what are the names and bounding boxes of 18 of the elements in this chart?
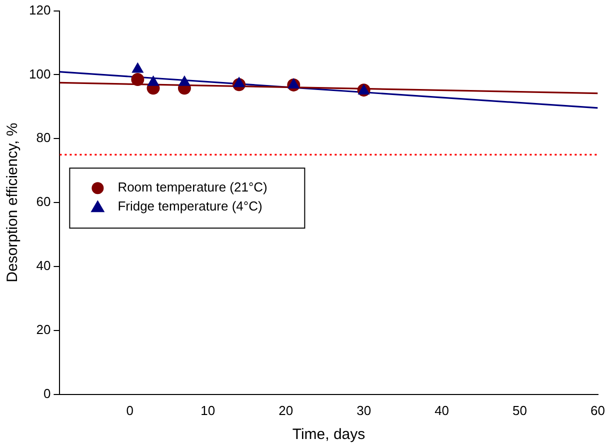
- x-tick-label: 20: [278, 402, 294, 418]
- y-tick-label: 60: [36, 194, 51, 210]
- x-axis-title: Time, days: [292, 426, 366, 444]
- x-tick-label: 30: [356, 402, 372, 418]
- y-tick-label: 100: [28, 66, 51, 82]
- y-tick-label: 40: [36, 258, 51, 274]
- y-axis-title: Desorption efficiency, %: [4, 122, 22, 282]
- x-tick-label: 60: [590, 402, 606, 418]
- y-tick-label: 0: [43, 386, 51, 401]
- legend-label: Fridge temperature (4°C): [118, 198, 262, 214]
- y-tick-label: 80: [36, 130, 51, 146]
- y-tick-label: 120: [28, 2, 51, 18]
- x-tick-label: 10: [200, 402, 216, 418]
- x-tick-label: 40: [434, 402, 450, 418]
- legend-label: Room temperature (21°C): [118, 180, 268, 195]
- y-tick-label: 20: [36, 322, 51, 338]
- x-tick-label: 50: [512, 402, 528, 418]
- x-tick-label: 0: [126, 402, 134, 418]
